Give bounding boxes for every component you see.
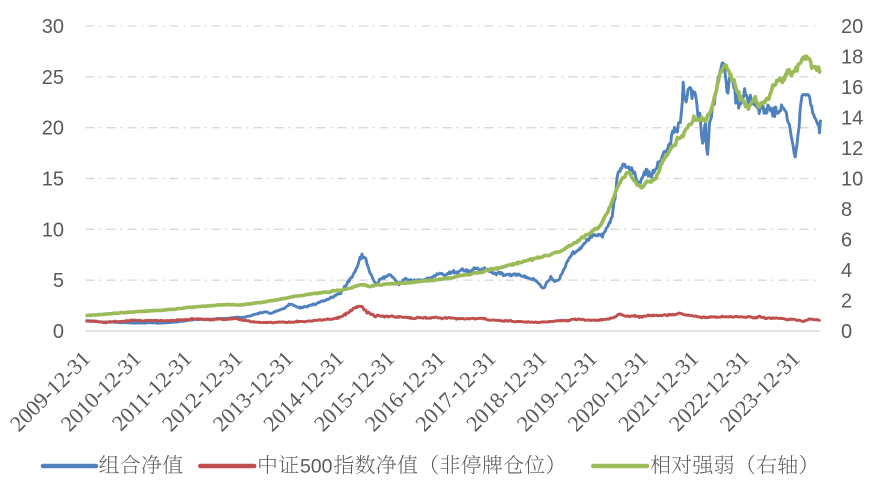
svg-text:15: 15 [42,169,64,191]
svg-text:14: 14 [841,108,863,130]
svg-text:12: 12 [841,138,863,160]
svg-text:5: 5 [53,270,64,292]
svg-text:20: 20 [42,118,64,140]
svg-text:6: 6 [841,230,852,252]
svg-text:0: 0 [841,321,852,343]
svg-text:0: 0 [53,321,64,343]
svg-text:8: 8 [841,199,852,221]
svg-text:4: 4 [841,260,852,282]
svg-text:30: 30 [42,16,64,38]
svg-text:16: 16 [841,77,863,99]
svg-text:10: 10 [42,219,64,241]
svg-text:10: 10 [841,169,863,191]
svg-text:2: 2 [841,291,852,313]
svg-text:25: 25 [42,67,64,89]
svg-text:18: 18 [841,47,863,69]
svg-text:20: 20 [841,16,863,38]
